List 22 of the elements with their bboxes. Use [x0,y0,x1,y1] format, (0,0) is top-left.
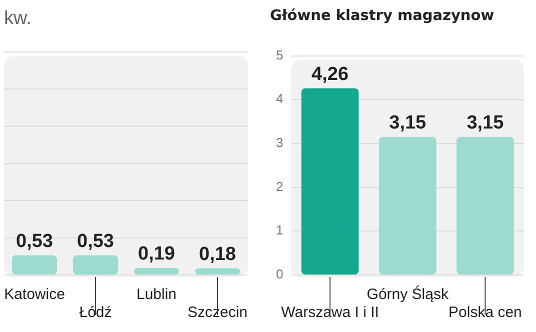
y-tick-label: 5 [276,47,284,62]
x-tick-label: Łódź [79,304,112,322]
y-tick-label: 3 [276,135,284,150]
y-tick-label: 0 [276,266,284,282]
x-tick-label: Polska cen [448,304,522,322]
x-tick-label: Górny Śląsk [366,285,449,304]
data-label: 3,15 [466,112,504,134]
y-tick-label: 4 [276,91,284,106]
data-label: 3,15 [389,112,427,134]
data-label: 0,53 [77,231,114,252]
y-tick-label: 2 [276,178,284,194]
data-label: 4,26 [312,64,349,85]
data-label: 0,19 [138,244,175,265]
y-tick-label: 1 [276,222,284,238]
data-label: 0,18 [199,244,236,266]
x-tick-label: Katowice [4,286,65,304]
x-tick-label: Warszawa I i II [281,304,379,322]
chart-title: Główne klastry magazynow [270,8,494,24]
x-tick-label: Lublin [136,286,177,304]
x-tick-label: Szczecin [187,304,248,322]
chart-title: kw. [4,8,32,30]
data-label: 0,53 [16,231,53,252]
